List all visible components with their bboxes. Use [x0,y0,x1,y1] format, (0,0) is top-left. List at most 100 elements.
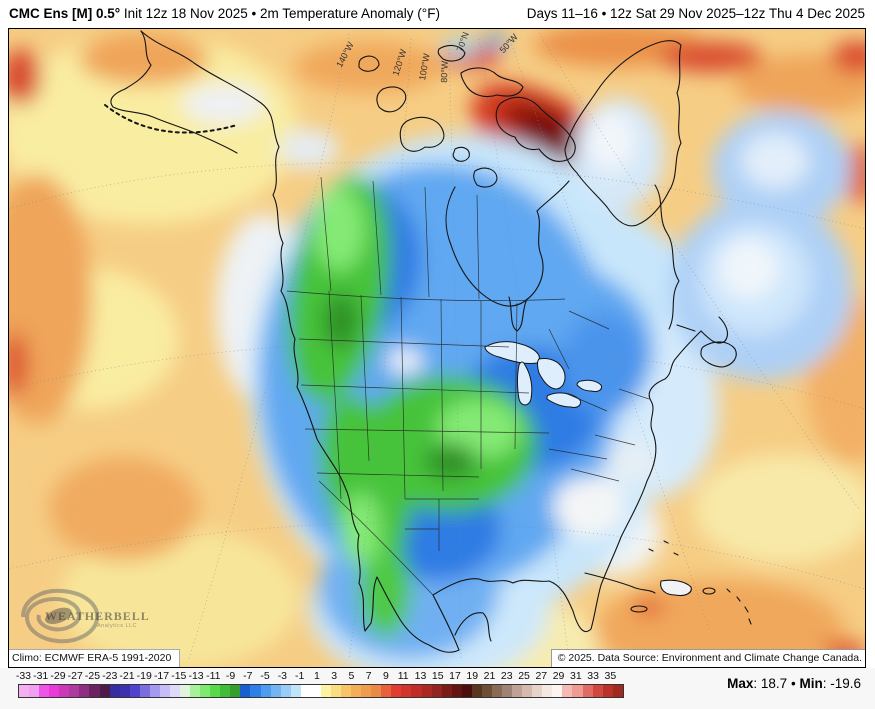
colorbar-segment [159,685,170,697]
colorbar-segment [401,685,412,697]
colorbar-tick: -9 [225,670,236,682]
colorbar-segment [19,685,30,697]
colorbar-segment [461,685,472,697]
header-bar: CMC Ens [M] 0.5° Init 12z 18 Nov 2025 • … [0,0,875,28]
colorbar-tick: 11 [397,670,409,682]
colorbar-segment [431,685,442,697]
colorbar-segment [280,685,291,697]
colorbar: -33 -31 -29 -27 -25 -23 -21 -19 -17 -15 -13 -11 -9 -7… [16,670,624,700]
copyright-note: © 2025. Data Source: Environment and Cli… [550,649,865,667]
colorbar-segment [300,685,311,697]
model-name: CMC Ens [M] 0.5° [9,6,121,21]
max-min-readout: Max: 18.7 • Min: -19.6 [727,676,861,691]
colorbar-segment [391,685,402,697]
colorbar-segment [169,685,180,697]
colorbar-segment [612,685,623,697]
colorbar-segment [522,685,533,697]
colorbar-segment [491,685,502,697]
colorbar-tick: -3 [277,670,288,682]
colorbar-segment [89,685,100,697]
colorbar-tick: -19 [136,670,152,682]
colorbar-segment [270,685,281,697]
colorbar-segment [371,685,382,697]
colorbar-segment [441,685,452,697]
colorbar-tick: -13 [188,670,204,682]
colorbar-tick: -29 [50,670,66,682]
colorbar-tick: -31 [33,670,49,682]
colorbar-segment [361,685,372,697]
colorbar-gradient [18,684,624,698]
footer-bar: -33 -31 -29 -27 -25 -23 -21 -19 -17 -15 -13 -11 -9 -7… [0,668,875,709]
colorbar-tick: 27 [535,670,548,682]
colorbar-segment [341,685,352,697]
colorbar-segment [39,685,50,697]
colorbar-tick: 19 [466,670,479,682]
colorbar-segment [471,685,482,697]
colorbar-tick: -27 [67,670,83,682]
colorbar-tick: -17 [153,670,170,682]
colorbar-segment [240,685,251,697]
colorbar-tick: -5 [260,670,270,682]
graticule-label: 80°W [439,60,450,83]
colorbar-tick: -23 [102,670,118,682]
colorbar-segment [260,685,271,697]
colorbar-segment [230,685,241,697]
colorbar-tick: 3 [331,670,338,682]
colorbar-segment [542,685,553,697]
state-borders [286,176,650,596]
watermark-subtext: Analytics LLC [97,623,138,629]
colorbar-segment [582,685,593,697]
product-title: CMC Ens [M] 0.5° Init 12z 18 Nov 2025 • … [9,6,440,21]
colorbar-tick: 29 [552,670,565,682]
colorbar-tick: 9 [383,670,389,682]
colorbar-segment [310,685,321,697]
colorbar-tick: -1 [294,670,305,682]
colorbar-segment [351,685,362,697]
colorbar-segment [210,685,221,697]
colorbar-tick: 23 [500,670,513,682]
colorbar-segment [572,685,583,697]
min-value: -19.6 [830,676,861,691]
colorbar-segment [502,685,513,697]
colorbar-segment [562,685,573,697]
climo-note: Climo: ECMWF ERA-5 1991-2020 [9,649,181,667]
colorbar-segment [49,685,60,697]
colorbar-segment [99,685,110,697]
colorbar-tick: 5 [348,670,355,682]
colorbar-segment [149,685,160,697]
colorbar-segment [69,685,80,697]
colorbar-tick: 21 [483,670,496,682]
colorbar-segment [220,685,231,697]
colorbar-segment [129,685,140,697]
colorbar-segment [200,685,211,697]
colorbar-tick: -25 [84,670,101,682]
colorbar-tick: -21 [119,670,135,682]
graticule-lines [9,32,865,660]
init-and-parameter: Init 12z 18 Nov 2025 • 2m Temperature An… [120,6,440,21]
colorbar-segment [59,685,70,697]
max-label: Max [727,676,754,691]
colorbar-segment [190,685,201,697]
colorbar-segment [552,685,563,697]
forecast-map: 140°W 120°W 100°W 80°W 70°N 50°W WEATHERBELL … [8,28,866,668]
colorbar-tick: 33 [587,670,599,682]
colorbar-segment [250,685,261,697]
colorbar-tick: 31 [569,670,582,682]
colorbar-tick: 17 [449,670,461,682]
colorbar-segment [602,685,613,697]
anomaly-blobs [9,29,865,667]
colorbar-segment [29,685,40,697]
colorbar-segment [481,685,492,697]
colorbar-segment [532,685,543,697]
colorbar-tick: 35 [604,670,617,682]
colorbar-segment [290,685,301,697]
max-value: 18.7 [760,676,788,691]
colorbar-segment [451,685,462,697]
colorbar-tick: -11 [206,670,221,682]
colorbar-tick-labels: -33 -31 -29 -27 -25 -23 -21 -19 -17 -15 -13 -11 -9 -7… [16,670,622,683]
colorbar-segment [421,685,432,697]
colorbar-segment [139,685,150,697]
anomaly-field-art [9,29,865,667]
valid-time-range: Days 11–16 • 12z Sat 29 Nov 2025–12z Thu… [526,6,865,21]
weatherbell-logo-swirl [21,588,100,644]
